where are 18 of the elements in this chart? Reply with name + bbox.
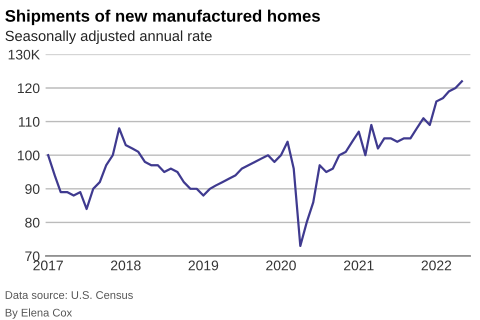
x-tick-label: 2019 [188,260,218,270]
chart-title: Shipments of new manufactured homes [5,10,320,26]
y-tick-label: 70 [25,251,40,262]
y-tick-label: 90 [25,184,40,194]
y-tick-label: 110 [18,116,40,127]
y-tick-label: 130K [8,50,40,60]
line-series [47,80,464,248]
x-tick-label: 2022 [422,260,452,270]
x-tick-label: 2018 [111,260,141,270]
x-tick-label: 2021 [344,260,374,270]
x-tick-label: 2017 [33,260,63,270]
text: By Elena Cox [6,308,72,319]
chart-subtitle: Seasonally adjusted annual rate [5,30,212,44]
y-tick-label: 100 [18,150,40,160]
y-tick-label: 80 [25,218,40,228]
source-note: Data source: U.S. Census [6,291,133,299]
y-tick-label: 120 [18,83,40,94]
x-tick-label: 2020 [266,260,296,270]
